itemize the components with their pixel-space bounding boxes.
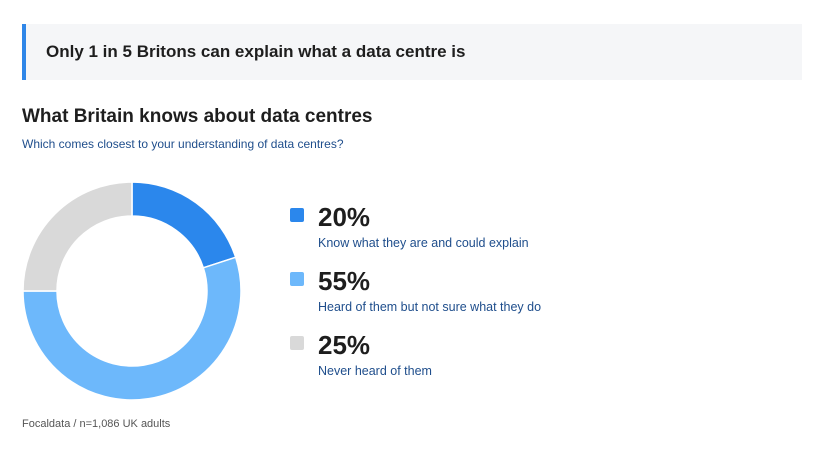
chart-subtitle: Which comes closest to your understandin…	[22, 137, 344, 151]
legend-label-know: Know what they are and could explain	[318, 236, 529, 250]
legend-item-know: 20% Know what they are and could explain	[290, 200, 670, 264]
legend-label-never: Never heard of them	[318, 364, 432, 378]
legend-swatch-know	[290, 208, 304, 222]
donut-chart	[22, 181, 242, 401]
legend-item-never: 25% Never heard of them	[290, 328, 670, 392]
legend-swatch-never	[290, 336, 304, 350]
legend-item-heard: 55% Heard of them but not sure what they…	[290, 264, 670, 328]
donut-slice-never	[22, 181, 133, 292]
source-note: Focaldata / n=1,086 UK adults	[22, 418, 171, 430]
legend-swatch-heard	[290, 272, 304, 286]
chart-title: What Britain knows about data centres	[22, 106, 373, 127]
legend-value-heard: 55%	[318, 266, 371, 296]
chart-legend: 20% Know what they are and could explain…	[290, 200, 670, 392]
legend-value-know: 20%	[318, 202, 371, 232]
headline-callout: Only 1 in 5 Britons can explain what a d…	[22, 24, 802, 80]
donut-slice-know	[131, 181, 237, 269]
callout-text: Only 1 in 5 Britons can explain what a d…	[46, 42, 466, 61]
legend-label-heard: Heard of them but not sure what they do	[318, 300, 542, 314]
legend-value-never: 25%	[318, 330, 371, 360]
donut-slice-heard	[22, 256, 242, 401]
